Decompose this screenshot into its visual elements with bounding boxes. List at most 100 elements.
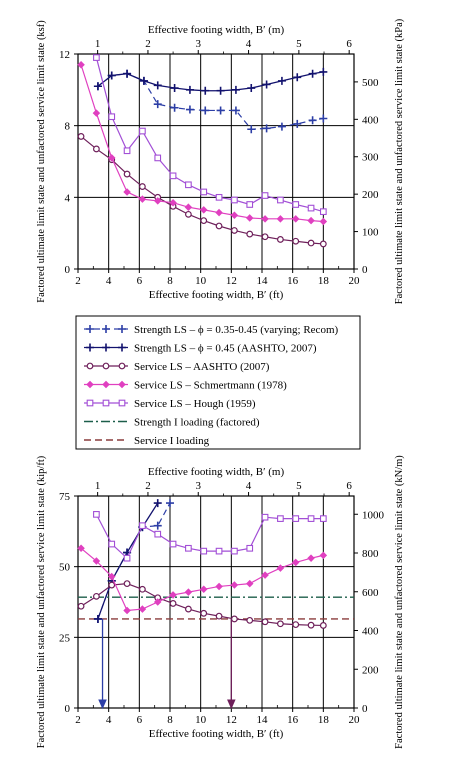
bottom-data-point-vs <box>107 572 116 581</box>
top-x-tick-label: 18 <box>318 275 330 287</box>
top-data-point-sa <box>107 71 116 80</box>
legend-marker-va <box>86 362 94 370</box>
top-data-point-vs <box>319 217 328 226</box>
bottom-y2-tick-label: 0 <box>362 703 368 715</box>
bottom-data-point-vh <box>307 515 315 522</box>
bottom-x-tick-label: 14 <box>257 714 269 726</box>
top-y-tick-label: 0 <box>65 264 71 276</box>
bottom-y2-tick-label: 200 <box>362 664 379 676</box>
bottom-data-point-sa <box>153 499 162 508</box>
top-data-point-vh <box>139 127 146 135</box>
bottom-y-axis-label: Factored ultimate limit state and unfact… <box>36 455 47 748</box>
legend-marker-sv <box>86 325 94 333</box>
bottom-data-point-vs <box>245 579 254 588</box>
bottom-top-tick-label: 6 <box>346 480 352 492</box>
bottom-data-point-vs <box>261 571 269 579</box>
bottom-top-tick-label: 1 <box>95 480 101 492</box>
top-data-point-vs <box>307 216 315 225</box>
bottom-data-point-sv <box>166 499 174 508</box>
bottom-data-point-vs <box>319 551 328 560</box>
bottom-data-point-va <box>77 602 85 610</box>
top-data-point-vs <box>92 109 101 117</box>
top-top-tick-label: 4 <box>246 38 252 50</box>
top-y2-tick-label: 400 <box>362 114 379 126</box>
top-x-tick-label: 10 <box>195 275 207 287</box>
top-data-point-sa <box>308 69 317 78</box>
top-data-point-sa <box>319 67 328 76</box>
top-data-point-sv <box>185 105 194 114</box>
bottom-data-point-vh <box>200 547 208 555</box>
top-data-point-vh <box>169 172 177 180</box>
legend-label-va: Service LS – AASHTO (2007) <box>134 361 270 373</box>
top-data-point-sv <box>231 106 240 115</box>
bottom-data-point-vh <box>231 547 238 555</box>
legend-marker-sv <box>102 325 110 333</box>
bottom-data-point-va <box>292 621 300 629</box>
top-top-tick-label: 5 <box>296 38 302 50</box>
legend-marker-vh <box>118 399 126 407</box>
bottom-drop-arrow-va <box>227 699 236 710</box>
bottom-data-point-sa <box>93 614 102 623</box>
legend-marker-vs <box>102 380 110 389</box>
bottom-x-tick-label: 8 <box>167 714 173 726</box>
top-y2-tick-label: 200 <box>362 189 379 201</box>
top-y2-tick-label: 0 <box>362 264 368 276</box>
top-data-point-vh <box>185 181 192 189</box>
top-series-line-vh <box>95 57 324 213</box>
top-data-point-vh <box>123 147 131 155</box>
legend-marker-vh <box>102 399 110 407</box>
bottom-data-point-vh <box>319 515 327 522</box>
top-y2-tick-label: 500 <box>362 77 379 89</box>
top-series-line-sa <box>97 71 324 92</box>
bottom-data-point-va <box>215 612 223 620</box>
bottom-data-point-va <box>230 615 238 623</box>
bottom-data-point-vh <box>123 554 131 562</box>
top-x-tick-label: 20 <box>349 275 361 287</box>
bottom-data-point-vs <box>153 598 162 606</box>
bottom-y2-tick-label: 800 <box>362 548 379 560</box>
bottom-data-point-vh <box>93 511 100 518</box>
top-data-point-va <box>77 133 85 140</box>
top-data-point-sa <box>139 76 148 85</box>
top-data-point-vh <box>108 113 116 121</box>
top-data-point-va <box>319 240 327 248</box>
top-data-point-sv <box>153 100 162 109</box>
top-data-point-vs <box>215 208 223 217</box>
bottom-data-point-vh <box>246 544 254 552</box>
top-data-point-vs <box>138 195 147 203</box>
top-data-point-sv <box>201 106 210 115</box>
top-x-tick-label: 4 <box>106 275 112 287</box>
top-y-axis-label: Factored ultimate limit state and unfact… <box>36 20 47 303</box>
top-data-point-va <box>307 239 315 247</box>
top-data-point-vs <box>230 211 239 220</box>
bottom-data-point-vh <box>185 544 192 552</box>
top-data-point-va <box>200 217 208 225</box>
bottom-data-point-va <box>108 581 116 589</box>
bottom-y-tick-label: 25 <box>59 632 71 644</box>
top-y2-tick-label: 100 <box>362 227 379 239</box>
top-data-point-vs <box>199 206 208 214</box>
bottom-data-point-va <box>123 580 131 588</box>
top-data-point-sv <box>247 125 256 134</box>
top-data-point-va <box>261 233 269 241</box>
top-data-point-sa <box>185 85 194 94</box>
bottom-plot-frame <box>77 495 355 709</box>
legend-label-vl: Service I loading <box>134 435 210 447</box>
top-data-point-vh <box>246 201 254 208</box>
bottom-data-point-vs <box>230 581 239 589</box>
bottom-x-tick-label: 6 <box>137 714 143 726</box>
legend-label-vs: Service LS – Schmertmann (1978) <box>134 380 287 392</box>
bottom-data-point-vh <box>215 547 223 555</box>
bottom-data-point-vs <box>138 605 147 613</box>
bottom-series-line-vh <box>95 514 324 560</box>
top-top-axis-label: Effective footing width, B′ (m) <box>148 24 285 36</box>
bottom-data-point-va <box>307 621 315 629</box>
legend-marker-sa <box>86 343 94 352</box>
bottom-data-point-vs <box>92 557 101 565</box>
bottom-top-tick-label: 4 <box>246 480 252 492</box>
legend-label-sa: Strength LS – ϕ = 0.45 (AASHTO, 2007) <box>134 343 317 355</box>
bottom-y-tick-label: 0 <box>65 703 71 715</box>
top-data-point-sa <box>231 85 240 94</box>
legend-marker-vs <box>86 380 94 389</box>
